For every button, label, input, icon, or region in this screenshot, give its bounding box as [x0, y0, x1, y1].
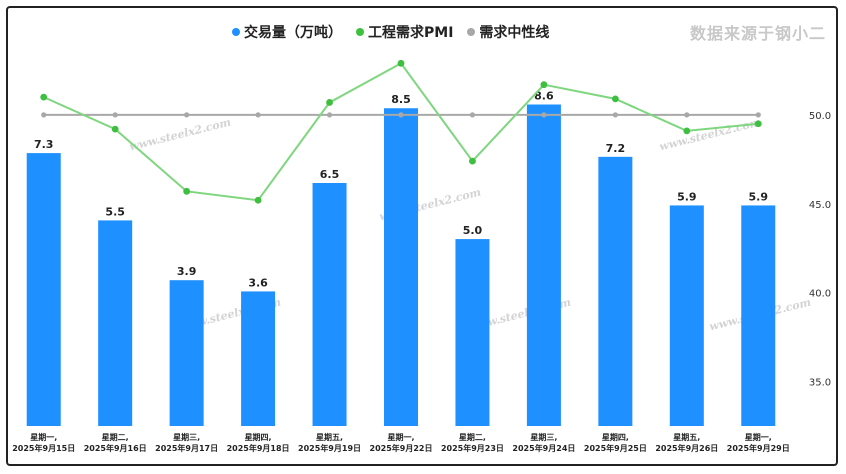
combo-chart: 35.0 40.0 45.0 50.0 7.3 5.5 3.9 3.6 6.5 8.5 5.0 8.6… [12, 59, 831, 453]
legend-neutral-marker [467, 28, 476, 36]
pmi-line-point [397, 59, 405, 67]
x-axis-tick-label-date: 2025年9月23日 [441, 443, 504, 453]
x-axis-tick-label-date: 2025年9月18日 [227, 443, 290, 453]
legend-pmi-label: 工程需求PMI [368, 25, 454, 41]
legend-neutral-label: 需求中性线 [479, 25, 550, 41]
legend-volume: 交易量（万吨） [232, 22, 342, 42]
neutral-line-point [612, 112, 618, 118]
x-axis-tick-label-date: 2025年9月17日 [155, 443, 218, 453]
volume-bar [526, 104, 561, 426]
x-axis-tick-label-weekday: 星期四, [602, 432, 629, 442]
right-axis-tick-label: 50.0 [809, 111, 831, 122]
x-axis-tick-label-weekday: 星期三, [530, 432, 557, 442]
x-axis-tick-label-date: 2025年9月29日 [727, 443, 790, 453]
neutral-line-point [255, 112, 261, 118]
volume-bar [669, 205, 704, 426]
neutral-line-point [541, 112, 547, 118]
neutral-line-point [469, 112, 476, 118]
x-axis-tick-label-weekday: 星期二, [102, 432, 129, 442]
x-axis-tick-label-weekday: 星期二, [459, 432, 486, 442]
legend-pmi-marker [356, 28, 364, 36]
pmi-line-point [183, 187, 191, 195]
x-axis-tick-label-weekday: 星期一, [30, 432, 57, 442]
volume-bar [741, 205, 776, 426]
x-axis-tick-label-date: 2025年9月19日 [298, 443, 361, 453]
chart-frame: www.steelx2.com www.steelx2.com www.stee… [6, 6, 838, 466]
neutral-line-point [184, 112, 190, 118]
volume-bar [98, 220, 133, 426]
right-axis-tick-label: 40.0 [809, 289, 831, 300]
volume-bar [598, 156, 633, 426]
x-axis-tick-label-date: 2025年9月22日 [370, 443, 433, 453]
x-axis-tick-label-weekday: 星期五, [316, 432, 343, 442]
neutral-line-point [326, 112, 333, 118]
volume-bar-data-label: 5.0 [463, 224, 483, 237]
volume-bar-data-label: 5.9 [749, 190, 769, 203]
volume-bar [455, 239, 490, 426]
right-axis-tick-label: 45.0 [809, 200, 831, 211]
volume-bar [312, 183, 347, 426]
x-axis-tick-label-weekday: 星期四, [245, 432, 272, 442]
volume-bar-data-label: 8.6 [534, 90, 554, 103]
volume-bar-data-label: 3.6 [248, 276, 268, 289]
x-axis-tick-label-date: 2025年9月24日 [512, 443, 575, 453]
neutral-line-point [755, 112, 761, 118]
volume-bar-data-label: 7.2 [606, 142, 626, 155]
volume-bar-data-label: 6.5 [320, 168, 340, 181]
volume-bar-data-label: 8.5 [391, 93, 411, 106]
pmi-line-point [683, 127, 691, 135]
volume-bar [26, 153, 61, 427]
pmi-line-point [469, 157, 476, 165]
neutral-line-point [112, 112, 118, 118]
x-axis-tick-label-date: 2025年9月26日 [655, 443, 718, 453]
pmi-line-point [40, 93, 48, 101]
volume-bar-data-label: 7.3 [34, 138, 54, 151]
legend-volume-marker [232, 28, 240, 36]
x-axis-tick-label-weekday: 星期一, [745, 432, 772, 442]
x-axis-tick-label-date: 2025年9月15日 [12, 443, 75, 453]
right-axis-tick-label: 35.0 [809, 378, 831, 389]
legend-pmi: 工程需求PMI [356, 22, 453, 42]
x-axis-tick-label-date: 2025年9月16日 [84, 443, 147, 453]
legend-neutral: 需求中性线 [467, 22, 549, 42]
neutral-line-point [398, 112, 404, 118]
pmi-line-point [754, 120, 762, 128]
source-note: 数据来源于钢小二 [689, 24, 826, 43]
pmi-line-point [326, 99, 333, 106]
volume-bar-data-label: 3.9 [177, 265, 197, 278]
x-axis-tick-label-weekday: 星期三, [173, 432, 200, 442]
volume-bar-data-label: 5.9 [677, 190, 697, 203]
x-axis-tick-label-weekday: 星期一, [387, 432, 414, 442]
legend-volume-label: 交易量（万吨） [244, 25, 342, 41]
pmi-line-point [254, 196, 262, 204]
x-axis-tick-label-date: 2025年9月25日 [584, 443, 647, 453]
volume-bar-data-label: 5.5 [105, 205, 125, 218]
neutral-line-point [41, 112, 47, 118]
pmi-line-point [111, 125, 119, 133]
volume-bar [241, 291, 276, 426]
pmi-line-point [540, 81, 548, 89]
chart-legend: 交易量（万吨） 工程需求PMI 需求中性线 [232, 22, 549, 42]
neutral-line-point [684, 112, 690, 118]
x-axis-tick-label-weekday: 星期五, [673, 432, 700, 442]
volume-bar [384, 108, 418, 427]
pmi-line-point [611, 95, 619, 103]
volume-bar [169, 280, 204, 426]
